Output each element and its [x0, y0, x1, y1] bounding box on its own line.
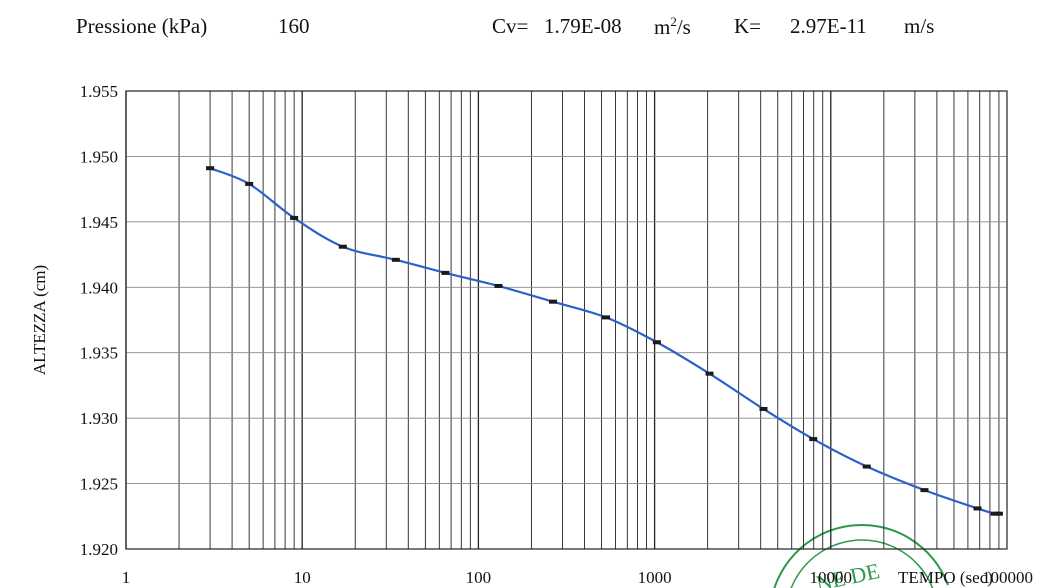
data-point — [759, 406, 768, 411]
pressure-value: 160 — [278, 14, 310, 38]
stamp-outer-arc — [773, 524, 949, 588]
data-point — [809, 437, 818, 442]
data-point — [441, 270, 450, 275]
y-tick-label: 1.920 — [80, 540, 118, 559]
y-tick-label: 1.950 — [80, 147, 118, 166]
k-unit: m/s — [904, 14, 935, 38]
x-tick-labels: 1 10 100 1000 10000 100000 — [122, 568, 1033, 587]
cv-unit: m2/s — [654, 14, 691, 40]
data-point — [602, 315, 611, 320]
cv-unit-rest: /s — [676, 15, 691, 39]
y-axis-label: ALTEZZA (cm) — [30, 265, 49, 375]
y-tick-label: 1.955 — [80, 82, 118, 101]
x-axis-label: TEMPO (sec) — [898, 568, 993, 587]
stamp-inner-arc — [790, 539, 934, 588]
y-tick-label: 1.945 — [80, 213, 118, 232]
data-point — [494, 283, 503, 288]
data-point — [652, 340, 661, 345]
data-point — [705, 371, 714, 376]
data-point — [290, 215, 299, 220]
data-point — [245, 181, 254, 186]
plot-frame — [125, 90, 1008, 550]
series-line — [209, 167, 1000, 516]
series-layer — [206, 166, 1003, 516]
data-point — [548, 299, 557, 304]
x-tick-label: 100 — [466, 568, 492, 587]
x-tick-label: 10000 — [810, 568, 853, 587]
data-point — [862, 464, 871, 469]
k-label: K= — [734, 14, 762, 38]
k-value: 2.97E-11 — [790, 14, 867, 38]
x-tick-label: 1000 — [638, 568, 672, 587]
pressure-label: Pressione (kPa) — [76, 14, 208, 38]
cv-value: 1.79E-08 — [544, 14, 622, 38]
x-tick-label: 10 — [294, 568, 311, 587]
y-tick-label: 1.925 — [80, 475, 118, 494]
y-tick-label: 1.930 — [80, 409, 118, 428]
data-point — [990, 511, 999, 516]
chart-grid — [125, 90, 1007, 550]
cv-unit-base: m — [654, 15, 671, 39]
cv-unit-exponent: 2 — [670, 14, 677, 29]
data-point — [920, 488, 929, 493]
data-point — [973, 506, 982, 511]
data-point — [206, 166, 215, 171]
x-tick-label: 1 — [122, 568, 131, 587]
data-point — [391, 257, 400, 262]
y-tick-label: 1.935 — [80, 344, 118, 363]
data-point — [994, 511, 1003, 516]
cv-label: Cv= — [492, 14, 529, 38]
y-tick-labels: 1.920 1.925 1.930 1.935 1.940 1.945 1.950 1.955 — [80, 82, 118, 559]
x-tick-label: 100000 — [982, 568, 1033, 587]
data-point — [338, 244, 347, 249]
y-tick-label: 1.940 — [80, 278, 118, 297]
